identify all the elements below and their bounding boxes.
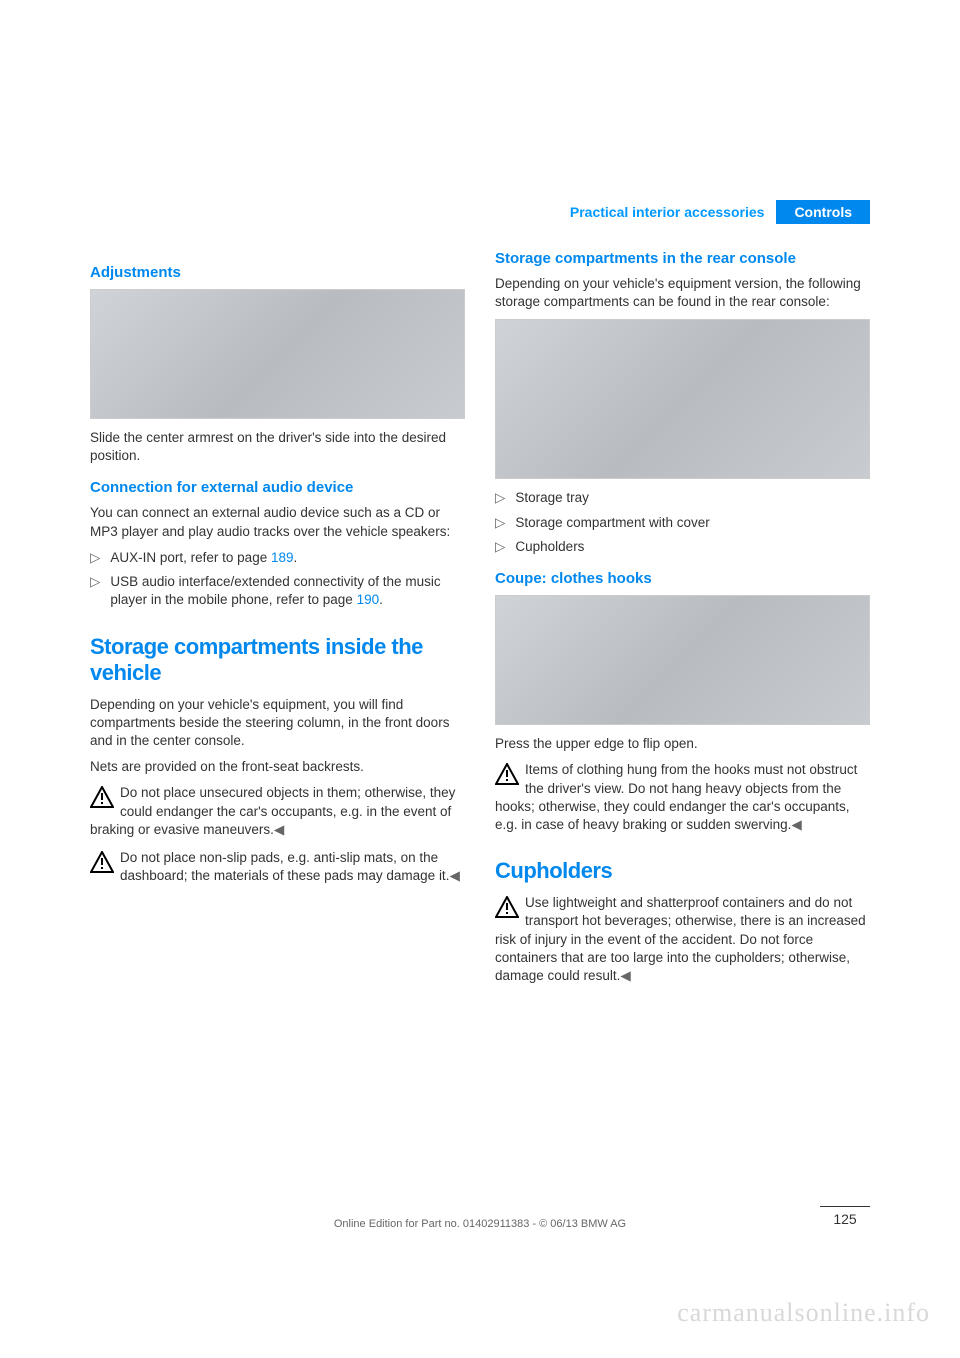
list-item-text: Storage compartment with cover <box>515 514 709 532</box>
header-section-label: Practical interior accessories <box>570 200 777 224</box>
list-item-text: USB audio interface/extended connectivit… <box>110 573 465 609</box>
text-storage-2: Nets are provided on the front-seat back… <box>90 758 465 776</box>
text-rear-console: Depending on your vehicle's equipment ve… <box>495 275 870 311</box>
heading-cupholders: Cupholders <box>495 858 870 884</box>
header-tab-label: Controls <box>776 200 870 224</box>
footer-copyright: Online Edition for Part no. 01402911383 … <box>90 1218 870 1230</box>
end-mark-icon: ◀ <box>449 868 459 883</box>
page-link[interactable]: 189 <box>271 550 294 565</box>
list-item: ▷ Storage tray <box>495 489 870 507</box>
connection-bullets: ▷ AUX-IN port, refer to page 189. ▷ USB … <box>90 549 465 610</box>
heading-adjustments: Adjustments <box>90 264 465 281</box>
heading-clothes-hooks: Coupe: clothes hooks <box>495 570 870 587</box>
warning-cupholders: Use lightweight and shatterproof contain… <box>495 894 870 985</box>
heading-rear-console: Storage compartments in the rear console <box>495 250 870 267</box>
warning-icon <box>495 763 519 785</box>
text-hooks: Press the upper edge to flip open. <box>495 735 870 753</box>
page-number: 125 <box>820 1206 870 1227</box>
triangle-bullet-icon: ▷ <box>90 573 100 609</box>
left-column: Adjustments Slide the center armrest on … <box>90 250 465 995</box>
header-bar: Practical interior accessories Controls <box>570 200 870 224</box>
page-footer: 125 Online Edition for Part no. 01402911… <box>90 1218 870 1230</box>
content-columns: Adjustments Slide the center armrest on … <box>90 250 870 995</box>
list-item: ▷ Storage compartment with cover <box>495 514 870 532</box>
figure-armrest <box>90 289 465 419</box>
triangle-bullet-icon: ▷ <box>495 489 505 507</box>
right-column: Storage compartments in the rear console… <box>495 250 870 995</box>
list-item: ▷ AUX-IN port, refer to page 189. <box>90 549 465 567</box>
text-connection: You can connect an external audio device… <box>90 504 465 540</box>
figure-clothes-hooks <box>495 595 870 725</box>
list-item: ▷ Cupholders <box>495 538 870 556</box>
end-mark-icon: ◀ <box>620 968 630 983</box>
manual-page: Practical interior accessories Controls … <box>0 0 960 1358</box>
triangle-bullet-icon: ▷ <box>495 538 505 556</box>
list-item-text: Cupholders <box>515 538 584 556</box>
warning-clothes-hooks: Items of clothing hung from the hooks mu… <box>495 761 870 834</box>
list-item: ▷ USB audio interface/extended connectiv… <box>90 573 465 609</box>
list-item-text: Storage tray <box>515 489 589 507</box>
heading-storage-inside: Storage compartments inside the vehicle <box>90 634 465 686</box>
rear-console-bullets: ▷ Storage tray ▷ Storage compartment wit… <box>495 489 870 556</box>
warning-icon <box>495 896 519 918</box>
warning-icon <box>90 786 114 808</box>
heading-connection: Connection for external audio device <box>90 479 465 496</box>
watermark: carmanualsonline.info <box>677 1298 930 1328</box>
end-mark-icon: ◀ <box>274 822 284 837</box>
figure-rear-console <box>495 319 870 479</box>
warning-icon <box>90 851 114 873</box>
triangle-bullet-icon: ▷ <box>495 514 505 532</box>
page-link[interactable]: 190 <box>357 592 380 607</box>
text-adjustments: Slide the center armrest on the driver's… <box>90 429 465 465</box>
triangle-bullet-icon: ▷ <box>90 549 100 567</box>
text-storage-1: Depending on your vehicle's equipment, y… <box>90 696 465 751</box>
warning-nonslip-pads: Do not place non-slip pads, e.g. anti-sl… <box>90 849 465 885</box>
end-mark-icon: ◀ <box>791 817 801 832</box>
warning-unsecured-objects: Do not place unsecured objects in them; … <box>90 784 465 839</box>
list-item-text: AUX-IN port, refer to page 189. <box>110 549 297 567</box>
